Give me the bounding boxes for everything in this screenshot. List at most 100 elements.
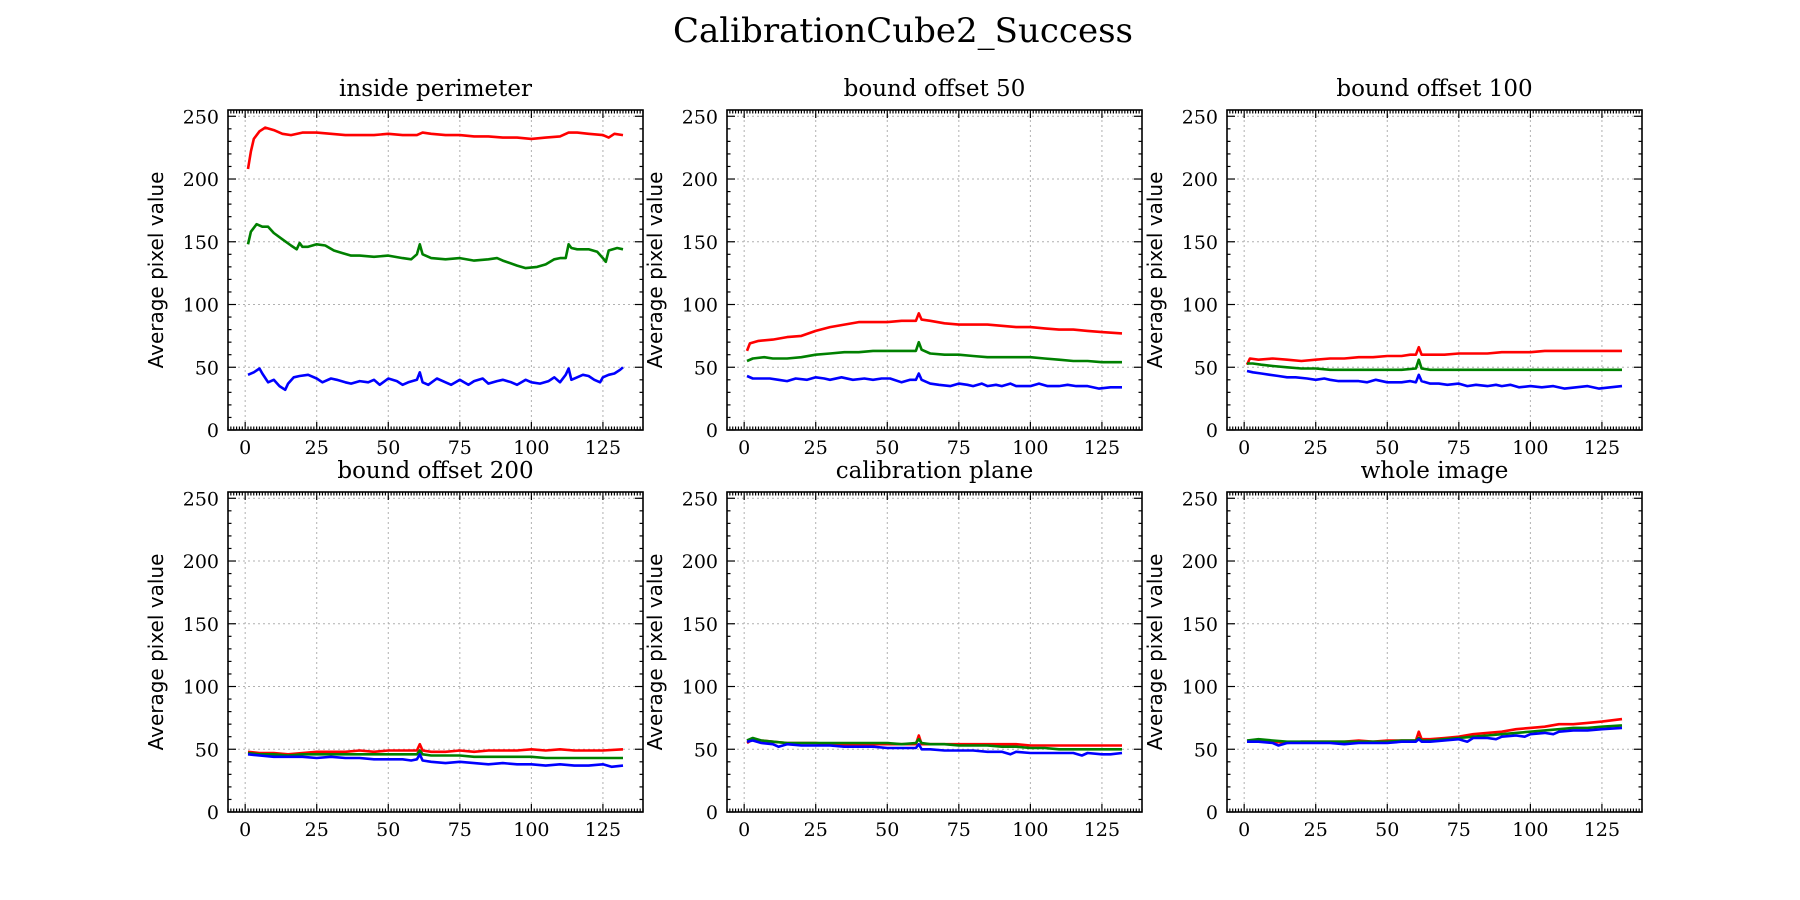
series-line-blue: [1246, 369, 1623, 390]
y-tick-label: 0: [706, 802, 718, 824]
x-tick-label: 100: [1012, 437, 1048, 459]
y-tick-label: 100: [1182, 295, 1218, 317]
subplot-title: bound offset 50: [844, 76, 1026, 102]
series-line-red: [246, 126, 624, 170]
y-tick-label: 50: [694, 739, 718, 761]
series-line-green: [246, 222, 624, 270]
y-tick-label: 150: [183, 614, 219, 636]
x-tick-label: 0: [738, 819, 750, 841]
subplot-inside-perimeter: 0 25 50 75 100 125 0 50 100 150 200 250 inside perim…: [144, 76, 644, 459]
x-tick-label: 75: [1447, 437, 1471, 459]
y-tick-label: 100: [183, 677, 219, 699]
subplot-title: bound offset 100: [1336, 76, 1532, 102]
y-tick-label: 150: [1182, 614, 1218, 636]
y-tick-label: 200: [183, 169, 219, 191]
x-tick-label: 50: [875, 819, 899, 841]
axes-frame: [726, 109, 1143, 431]
y-tick-label: 0: [207, 802, 219, 824]
x-tick-label: 50: [875, 437, 899, 459]
y-axis-label: Average pixel value: [643, 172, 667, 369]
series-line-blue: [1247, 726, 1623, 747]
x-tick-label: 125: [1584, 819, 1620, 841]
x-tick-label: 50: [376, 819, 400, 841]
series-line-green: [1247, 358, 1622, 372]
series-line-blue: [247, 366, 624, 392]
y-tick-label: 200: [682, 551, 718, 573]
x-tick-label: 50: [1375, 437, 1399, 459]
y-tick-label: 100: [682, 295, 718, 317]
x-tick-label: 0: [1238, 819, 1250, 841]
y-tick-label: 250: [183, 488, 219, 510]
y-axis-label: Average pixel value: [144, 554, 168, 751]
y-tick-label: 0: [706, 420, 718, 442]
subplot-bound-offset-200: 0 25 50 75 100 125 0 50 100 150 200 250 bound offset…: [144, 458, 644, 841]
series-line-blue: [746, 372, 1122, 390]
y-axis-label: Average pixel value: [144, 172, 168, 369]
y-tick-label: 50: [195, 357, 219, 379]
series-line-green: [746, 340, 1122, 364]
x-tick-label: 0: [239, 819, 251, 841]
y-tick-label: 150: [682, 232, 718, 254]
x-tick-label: 100: [513, 437, 549, 459]
x-tick-label: 25: [1304, 819, 1328, 841]
x-tick-label: 125: [1584, 437, 1620, 459]
x-tick-label: 50: [376, 437, 400, 459]
series-line-green: [247, 749, 623, 760]
figure-title: CalibrationCube2_Success: [673, 11, 1133, 51]
y-tick-label: 50: [195, 739, 219, 761]
y-tick-label: 50: [1194, 739, 1218, 761]
series-line-blue: [247, 753, 624, 769]
x-tick-label: 125: [1084, 437, 1120, 459]
x-tick-label: 25: [305, 437, 329, 459]
y-axis-label: Average pixel value: [643, 554, 667, 751]
axes-frame: [1226, 109, 1643, 431]
x-tick-label: 25: [804, 437, 828, 459]
x-tick-label: 0: [1238, 437, 1250, 459]
subplot-bound-offset-100: 0 25 50 75 100 125 0 50 100 150 200 250 bound offset…: [1143, 76, 1643, 459]
y-axis-label: Average pixel value: [1143, 554, 1167, 751]
x-tick-label: 0: [738, 437, 750, 459]
y-tick-label: 250: [682, 106, 718, 128]
x-tick-label: 25: [804, 819, 828, 841]
y-tick-label: 0: [207, 420, 219, 442]
x-tick-label: 100: [1512, 819, 1548, 841]
series-line-green: [1246, 724, 1623, 743]
x-tick-label: 100: [1512, 437, 1548, 459]
y-tick-label: 150: [682, 614, 718, 636]
y-tick-label: 250: [682, 488, 718, 510]
y-tick-label: 250: [1182, 106, 1218, 128]
x-tick-label: 0: [239, 437, 251, 459]
x-tick-label: 75: [947, 819, 971, 841]
y-tick-label: 50: [1194, 357, 1218, 379]
x-tick-label: 75: [947, 437, 971, 459]
y-tick-label: 200: [183, 551, 219, 573]
x-tick-label: 75: [448, 437, 472, 459]
y-tick-label: 100: [682, 677, 718, 699]
y-tick-label: 250: [183, 106, 219, 128]
y-tick-label: 0: [1206, 420, 1218, 442]
x-tick-label: 25: [305, 819, 329, 841]
subplot-title: inside perimeter: [339, 76, 532, 102]
series-line-red: [247, 742, 624, 756]
x-tick-label: 125: [585, 819, 621, 841]
axes-frame: [227, 109, 644, 431]
y-tick-label: 250: [1182, 488, 1218, 510]
x-tick-label: 75: [1447, 819, 1471, 841]
x-tick-label: 75: [448, 819, 472, 841]
series-line-red: [1245, 345, 1622, 366]
axes-frame: [227, 491, 644, 813]
y-axis-label: Average pixel value: [1143, 172, 1167, 369]
y-tick-label: 0: [1206, 802, 1218, 824]
subplot-title: calibration plane: [836, 458, 1034, 484]
x-tick-label: 25: [1304, 437, 1328, 459]
x-tick-label: 50: [1375, 819, 1399, 841]
y-tick-label: 200: [1182, 169, 1218, 191]
y-tick-label: 50: [694, 357, 718, 379]
series-line-green: [746, 736, 1122, 751]
subplot-title: bound offset 200: [337, 458, 533, 484]
y-tick-label: 150: [1182, 232, 1218, 254]
axes-frame: [726, 491, 1143, 813]
y-tick-label: 100: [183, 295, 219, 317]
x-tick-label: 125: [1084, 819, 1120, 841]
